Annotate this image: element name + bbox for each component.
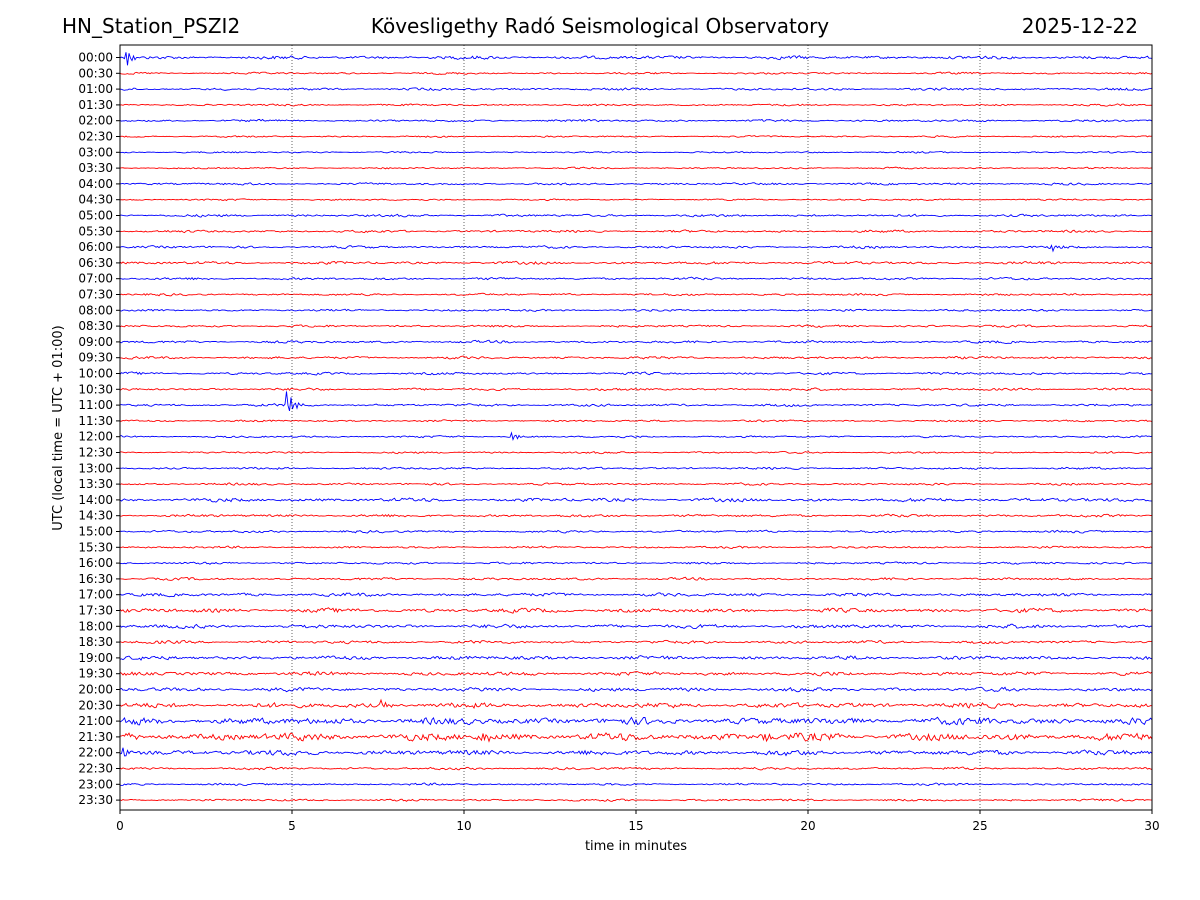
trace-line <box>119 561 1153 565</box>
y-tick-label: 18:00 <box>78 619 113 633</box>
plot-frame <box>119 44 1153 811</box>
y-tick-label: 15:00 <box>78 525 113 539</box>
y-tick-label: 17:30 <box>78 604 113 618</box>
trace-line <box>119 260 1153 265</box>
trace-line <box>119 324 1153 328</box>
y-tick-label: 07:00 <box>78 272 113 286</box>
y-tick-label: 07:30 <box>78 288 113 302</box>
trace-line <box>119 450 1153 455</box>
chart-title: Kövesligethy Radó Seismological Observat… <box>370 14 830 38</box>
y-tick-label: 02:00 <box>78 114 113 128</box>
y-tick-label: 16:30 <box>78 572 113 586</box>
y-tick-label: 06:30 <box>78 256 113 270</box>
y-tick-label: 12:30 <box>78 446 113 460</box>
x-tick-label: 25 <box>972 819 987 833</box>
station-name: HN_Station_PSZI2 <box>62 14 241 38</box>
trace-line <box>119 623 1153 630</box>
x-axis-ticks: 0 5 10 15 20 25 30 <box>116 810 1160 833</box>
y-tick-label: 19:30 <box>78 667 113 681</box>
trace-line <box>119 387 1153 392</box>
y-tick-label: 09:00 <box>78 335 113 349</box>
y-tick-label: 17:00 <box>78 588 113 602</box>
y-tick-label: 05:30 <box>78 224 113 238</box>
x-tick-label: 15 <box>628 819 643 833</box>
y-tick-label: 01:00 <box>78 82 113 96</box>
trace-line <box>119 732 1153 743</box>
y-tick-label: 04:00 <box>78 177 113 191</box>
y-tick-label: 21:30 <box>78 730 113 744</box>
y-tick-label: 14:30 <box>78 509 113 523</box>
y-tick-label: 09:30 <box>78 351 113 365</box>
y-tick-label: 19:00 <box>78 651 113 665</box>
trace-line <box>119 798 1153 802</box>
y-tick-label: 14:00 <box>78 493 113 507</box>
y-tick-label: 10:30 <box>78 382 113 396</box>
y-tick-label: 04:30 <box>78 193 113 207</box>
y-tick-label: 20:00 <box>78 683 113 697</box>
y-tick-label: 08:00 <box>78 303 113 317</box>
trace-line <box>119 716 1153 726</box>
trace-line <box>119 150 1153 154</box>
x-tick-label: 10 <box>456 819 471 833</box>
y-tick-label: 00:30 <box>78 66 113 80</box>
trace-line <box>119 391 1153 412</box>
chart-date: 2025-12-22 <box>1021 14 1138 38</box>
y-tick-label: 02:30 <box>78 130 113 144</box>
x-tick-label: 30 <box>1144 819 1159 833</box>
trace-line <box>119 276 1153 281</box>
y-tick-label: 11:30 <box>78 414 113 428</box>
y-tick-label: 21:00 <box>78 714 113 728</box>
y-tick-label: 18:30 <box>78 635 113 649</box>
x-tick-label: 20 <box>800 819 815 833</box>
y-tick-label: 05:00 <box>78 209 113 223</box>
y-tick-label: 15:30 <box>78 540 113 554</box>
y-tick-label: 10:00 <box>78 367 113 381</box>
x-tick-label: 5 <box>288 819 296 833</box>
trace-line <box>119 698 1153 709</box>
trace-line <box>119 198 1153 202</box>
y-tick-label: 03:30 <box>78 161 113 175</box>
grid-lines <box>291 45 981 810</box>
trace-line <box>119 545 1153 549</box>
trace-line <box>119 607 1153 614</box>
trace-line <box>119 87 1153 91</box>
y-tick-label: 22:00 <box>78 746 113 760</box>
y-tick-label: 03:00 <box>78 145 113 159</box>
y-tick-label: 01:30 <box>78 98 113 112</box>
x-tick-label: 0 <box>116 819 124 833</box>
trace-line <box>119 213 1153 218</box>
y-axis-label: UTC (local time = UTC + 01:00) <box>51 325 66 530</box>
y-tick-label: 23:00 <box>78 777 113 791</box>
y-tick-label: 13:30 <box>78 477 113 491</box>
y-tick-label: 08:30 <box>78 319 113 333</box>
y-tick-label: 13:00 <box>78 461 113 475</box>
trace-line <box>119 308 1153 312</box>
y-tick-label: 22:30 <box>78 762 113 776</box>
y-tick-label: 12:00 <box>78 430 113 444</box>
x-axis-label: time in minutes <box>585 839 687 854</box>
y-tick-label: 00:00 <box>78 51 113 65</box>
trace-line <box>119 431 1153 441</box>
trace-line <box>119 747 1153 757</box>
trace-line <box>119 513 1153 518</box>
y-tick-label: 11:00 <box>78 398 113 412</box>
y-tick-label: 23:30 <box>78 793 113 807</box>
y-tick-label: 06:00 <box>78 240 113 254</box>
trace-line <box>119 497 1153 503</box>
y-tick-label: 20:30 <box>78 698 113 712</box>
y-tick-label: 16:00 <box>78 556 113 570</box>
trace-line <box>119 339 1153 345</box>
trace-line <box>119 135 1153 138</box>
